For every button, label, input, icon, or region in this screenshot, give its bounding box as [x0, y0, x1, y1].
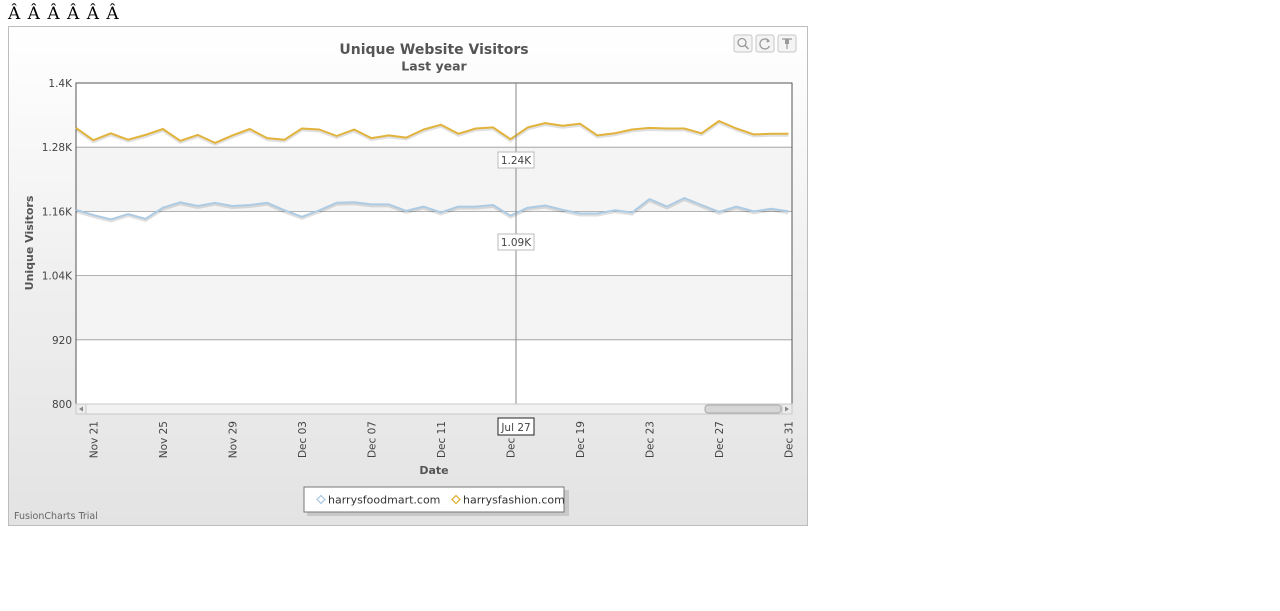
y-tick-label: 920	[52, 335, 72, 347]
legend-marker-icon	[451, 494, 461, 505]
chart-subtitle: Last year	[401, 59, 467, 74]
x-tick-label: Dec 11	[436, 421, 448, 458]
reset-zoom-icon	[759, 38, 771, 50]
arrow-left-icon	[79, 406, 83, 412]
series-line-harrysfoodmart-com	[75, 197, 789, 221]
arrow-right-icon	[785, 406, 789, 412]
x-axis-tick-labels: Nov 21 Nov 25 Nov 29 Dec 03 Dec 07 Dec 11 Dec …	[88, 421, 795, 458]
zoom-button[interactable]	[733, 34, 753, 53]
series-line-shadow	[75, 197, 789, 223]
pin-button[interactable]	[777, 34, 797, 53]
x-tick-label: Nov 25	[158, 421, 170, 458]
plot-bands	[76, 83, 792, 404]
hover-date-text: Jul 27	[500, 422, 530, 434]
x-tick-label: Dec 03	[297, 421, 309, 458]
y-axis-tick-labels: 800 920 1.04K 1.16K 1.28K 1.4K	[42, 78, 73, 411]
legend-item[interactable]: harrysfoodmart.com	[316, 494, 440, 507]
scroll-left-button[interactable]	[75, 403, 87, 415]
y-tick-label: 1.16K	[42, 206, 73, 218]
plot-band	[76, 83, 792, 148]
y-tick-label: 1.4K	[48, 78, 73, 90]
x-tick-label: Dec 31	[784, 421, 796, 458]
series-line-shadow	[75, 120, 789, 147]
magnifier-icon	[737, 37, 750, 50]
horizontal-scrollbar[interactable]	[75, 403, 793, 415]
x-tick-label: Dec 27	[714, 421, 726, 458]
chart-title: Unique Website Visitors	[339, 42, 528, 58]
x-tick-label: Dec 19	[575, 421, 587, 458]
reset-zoom-button[interactable]	[755, 34, 775, 53]
x-tick-label: Nov 29	[227, 421, 239, 458]
tooltip-value-harrysfoodmart: 1.09K	[501, 237, 532, 249]
y-tick-label: 1.28K	[42, 142, 73, 154]
x-tick-label: Dec 07	[366, 421, 378, 458]
y-axis-title: Unique Visitors	[23, 195, 36, 290]
legend-marker-icon	[316, 494, 326, 505]
garbled-header-text: Â Â Â Â Â Â	[8, 4, 120, 24]
y-tick-label: 800	[52, 399, 72, 411]
plot-band	[76, 147, 792, 212]
pin-icon	[782, 38, 792, 49]
line-chart: Unique Website Visitors Last year 800 920…	[14, 34, 797, 522]
chart-container: Unique Website Visitors Last year 800 920…	[8, 26, 808, 526]
tooltip-harrysfashion: 1.24K	[497, 151, 535, 169]
x-axis-title: Date	[419, 464, 448, 477]
x-tick-label: Dec 23	[644, 421, 656, 458]
tooltip-harrysfoodmart: 1.09K	[497, 233, 535, 251]
y-tick-label: 1.04K	[42, 271, 73, 283]
hover-date-label: Jul 27	[497, 417, 535, 436]
scroll-thumb[interactable]	[704, 404, 782, 414]
scroll-right-button[interactable]	[781, 403, 793, 415]
legend-label: harrysfoodmart.com	[328, 494, 440, 507]
tooltip-value-harrysfashion: 1.24K	[501, 155, 532, 167]
legend-item[interactable]: harrysfashion.com	[451, 494, 565, 507]
plot-band	[76, 275, 792, 340]
trial-watermark: FusionCharts Trial	[14, 511, 98, 522]
plot-band	[76, 339, 792, 404]
legend-label: harrysfashion.com	[463, 494, 565, 507]
series-line-harrysfashion-com	[75, 120, 789, 144]
series-layer	[75, 120, 789, 223]
legend: harrysfoodmart.com harrysfashion.com	[303, 486, 569, 516]
plot-band	[76, 211, 792, 276]
x-tick-label: Nov 21	[88, 421, 100, 458]
